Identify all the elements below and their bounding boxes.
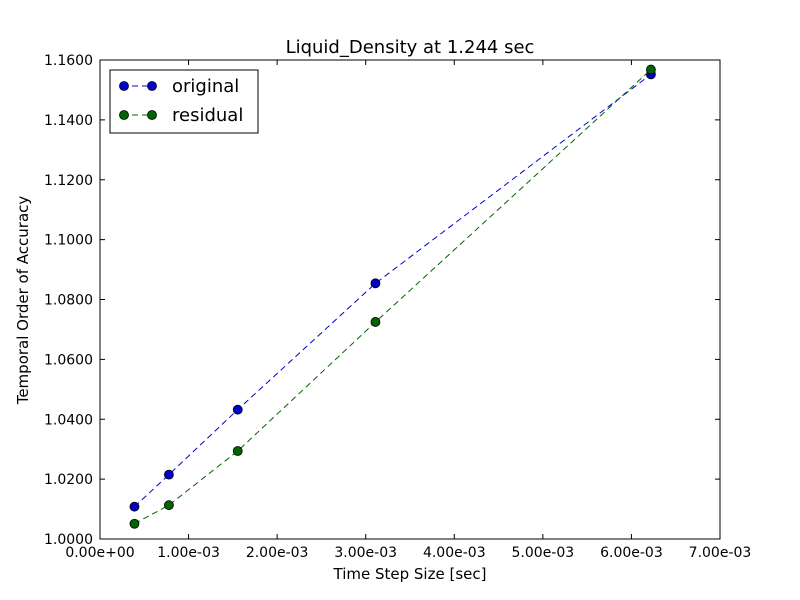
legend-label-original: original — [172, 76, 239, 97]
data-point-original — [232, 404, 243, 415]
y-tick-label: 1.0400 — [44, 412, 93, 428]
y-tick-label: 1.1600 — [44, 53, 93, 69]
legend-marker-original — [119, 81, 129, 91]
data-point-residual — [232, 446, 243, 456]
y-tick-label: 1.0000 — [44, 532, 93, 548]
chart-title: Liquid_Density at 1.244 sec — [286, 37, 535, 58]
data-point-original — [370, 278, 381, 289]
data-point-residual — [129, 518, 140, 529]
x-tick-label: 3.00e-03 — [334, 545, 397, 561]
legend-marker-residual — [119, 110, 129, 120]
y-tick-label: 1.1200 — [44, 173, 93, 189]
series-line-residual — [134, 69, 652, 525]
data-point-original — [129, 501, 140, 512]
series-line-original — [134, 74, 652, 508]
x-tick-label: 7.00e-03 — [689, 545, 752, 561]
x-tick-label: 5.00e-03 — [512, 545, 575, 561]
x-tick-label: 1.00e-03 — [157, 545, 220, 561]
x-tick-label: 6.00e-03 — [600, 545, 663, 561]
y-tick-label: 1.1400 — [44, 113, 93, 129]
x-tick-label: 0.00e+00 — [65, 545, 134, 561]
legend: original residual — [109, 69, 259, 134]
data-point-original — [164, 469, 174, 480]
y-tick-label: 1.0200 — [44, 472, 93, 488]
legend-box — [109, 69, 259, 134]
y-tick-label: 1.1000 — [44, 233, 93, 249]
y-tick-label: 1.0800 — [44, 293, 93, 309]
x-tick-label: 2.00e-03 — [246, 545, 309, 561]
legend-label-residual: residual — [172, 105, 243, 126]
legend-marker-residual — [147, 110, 157, 120]
data-point-residual — [164, 500, 174, 511]
legend-marker-original — [147, 81, 157, 91]
data-point-residual — [370, 317, 381, 327]
x-axis-label: Time Step Size [sec] — [333, 565, 487, 583]
data-point-residual — [646, 64, 656, 75]
x-tick-label: 4.00e-03 — [423, 545, 486, 561]
y-axis-label: Temporal Order of Accuracy — [14, 196, 32, 406]
y-tick-label: 1.0600 — [44, 352, 93, 368]
